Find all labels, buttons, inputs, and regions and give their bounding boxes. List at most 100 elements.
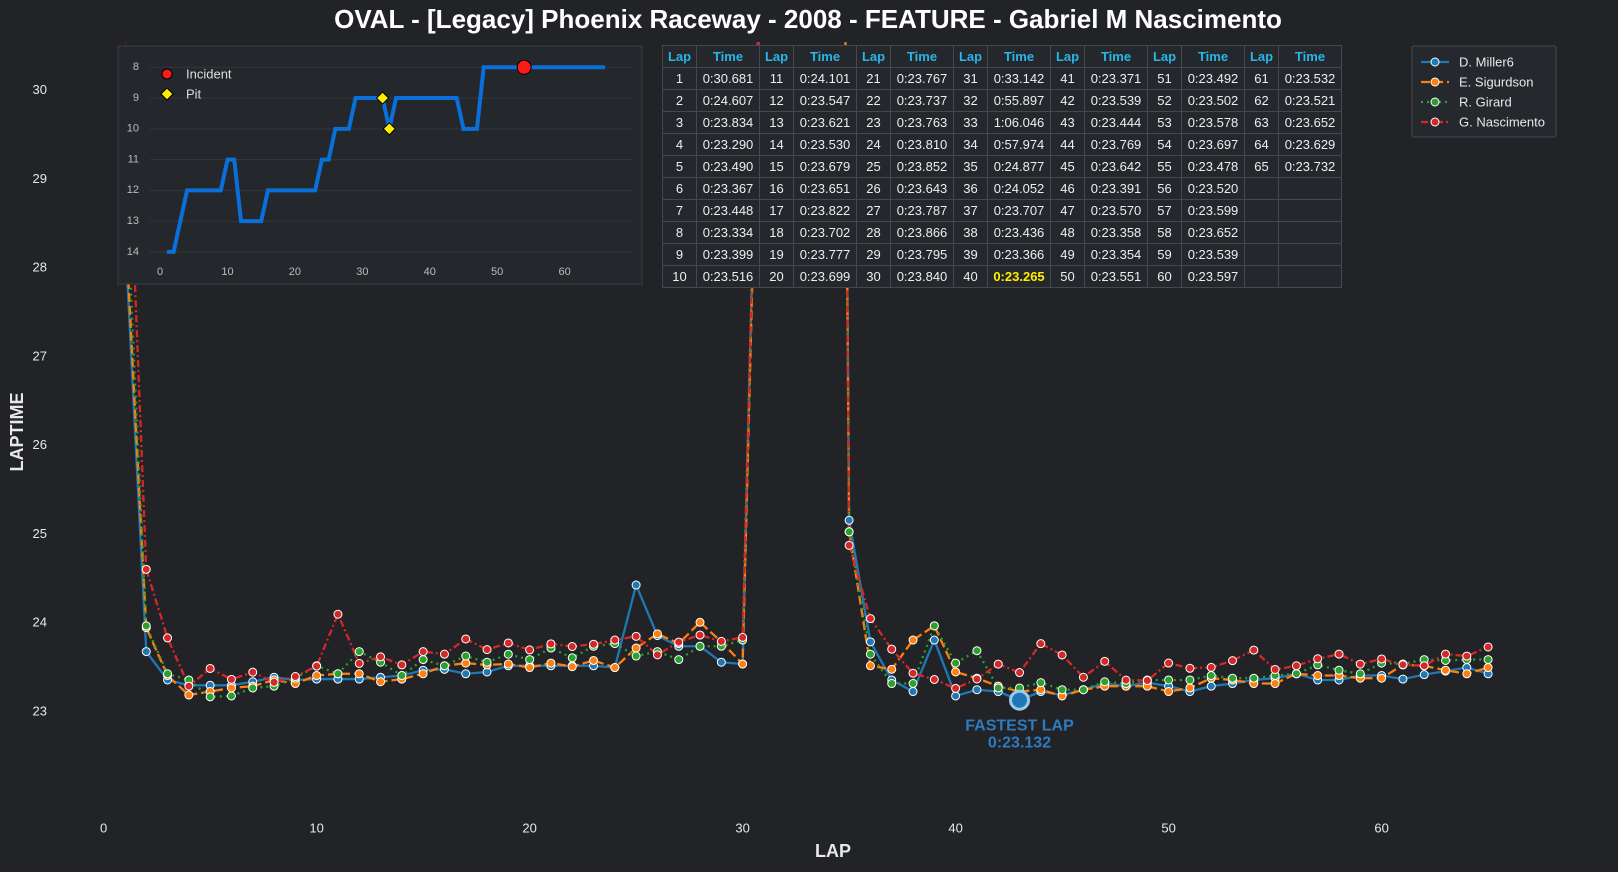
table-cell: 24	[856, 133, 891, 156]
data-point	[461, 651, 471, 661]
y-tick-label: 9	[133, 92, 139, 104]
table-cell: 9	[662, 243, 697, 266]
table-cell: 44	[1050, 133, 1085, 156]
table-cell: 25	[856, 155, 891, 178]
table-cell: 26	[856, 177, 891, 200]
data-point	[844, 527, 854, 537]
table-cell: 0:23.702	[793, 221, 857, 244]
table-cell: 53	[1147, 111, 1182, 134]
table-cell: Lap	[1050, 45, 1085, 68]
data-point	[951, 658, 961, 668]
y-tick-label: 27	[33, 348, 47, 363]
table-cell: 0:23.290	[696, 133, 760, 156]
data-point	[610, 663, 620, 673]
data-point	[397, 660, 407, 670]
x-tick-label: 0	[157, 266, 163, 278]
x-axis-label: LAP	[815, 841, 851, 861]
table-cell: 35	[953, 155, 988, 178]
data-point	[631, 643, 641, 653]
y-tick-label: 29	[33, 171, 47, 186]
data-point	[674, 637, 684, 647]
x-tick-label: 10	[309, 820, 323, 835]
data-point	[738, 659, 748, 669]
y-tick-label: 23	[33, 703, 47, 718]
table-cell: 0:23.516	[696, 265, 760, 288]
table-cell	[1278, 265, 1342, 288]
table-cell: Lap	[856, 45, 891, 68]
data-point	[972, 646, 982, 656]
table-cell: 4	[662, 133, 697, 156]
marker-circle	[161, 68, 173, 80]
table-cell: Time	[1278, 45, 1342, 68]
y-tick-label: 10	[127, 123, 139, 135]
data-point	[248, 667, 258, 677]
table-cell: 2	[662, 89, 697, 112]
data-point	[887, 679, 897, 689]
inset-legend-label: Pit	[186, 86, 202, 101]
table-cell	[1278, 221, 1342, 244]
data-point	[865, 661, 875, 671]
series-layer	[120, 42, 1493, 705]
table-cell: 39	[953, 243, 988, 266]
table-cell	[1244, 221, 1279, 244]
table-cell: 49	[1050, 243, 1085, 266]
data-point	[567, 662, 577, 672]
table-cell: 37	[953, 199, 988, 222]
chart-title: OVAL - [Legacy] Phoenix Raceway - 2008 -…	[334, 4, 1282, 34]
x-tick-label: 50	[491, 266, 503, 278]
table-cell: 0:23.810	[890, 133, 954, 156]
table-cell: 7	[662, 199, 697, 222]
y-tick-label: 12	[127, 184, 139, 196]
table-cell: 0:23.551	[1084, 265, 1148, 288]
y-tick-label: 14	[127, 246, 139, 258]
data-point	[929, 635, 939, 645]
table-cell: 0:23.840	[890, 265, 954, 288]
table-cell: 0:23.699	[793, 265, 857, 288]
data-point	[1462, 651, 1472, 661]
data-point	[248, 683, 258, 693]
table-cell: Time	[890, 45, 954, 68]
x-tick-label: 40	[948, 820, 962, 835]
table-cell: 19	[759, 243, 794, 266]
table-cell: 0:23.367	[696, 177, 760, 200]
data-point	[951, 667, 961, 677]
table-cell: 29	[856, 243, 891, 266]
table-cell: 60	[1147, 265, 1182, 288]
data-point	[184, 681, 194, 691]
data-point	[269, 677, 279, 687]
table-cell: 0:24.877	[987, 155, 1051, 178]
position-line	[166, 65, 606, 254]
table-cell: 47	[1050, 199, 1085, 222]
data-point	[1377, 673, 1387, 683]
table-cell: 45	[1050, 155, 1085, 178]
table-cell: 64	[1244, 133, 1279, 156]
data-point	[184, 690, 194, 700]
table-cell	[1244, 199, 1279, 222]
table-cell: Lap	[953, 45, 988, 68]
table-header: Lap Time Lap Time Lap Time Lap Time Lap Time Lap Ti…	[662, 45, 1342, 68]
data-point	[993, 659, 1003, 669]
table-cell: 8	[662, 221, 697, 244]
data-point	[1313, 671, 1323, 681]
data-point	[546, 658, 556, 668]
table-cell: 31	[953, 67, 988, 90]
table-row: 1 0:30.681 11 0:24.101 21 0:23.767 31 0:33.142 4…	[662, 67, 1342, 90]
table-cell: 0:23.334	[696, 221, 760, 244]
table-cell: 56	[1147, 177, 1182, 200]
data-point	[908, 687, 918, 697]
table-row: 7 0:23.448 17 0:23.822 27 0:23.787 37 0:23.707 4…	[662, 199, 1342, 222]
table-cell: 28	[856, 221, 891, 244]
table-cell: 0:23.358	[1084, 221, 1148, 244]
data-point	[567, 653, 577, 663]
table-cell: 34	[953, 133, 988, 156]
y-tick-label: 26	[33, 437, 47, 452]
table-cell: 0:23.520	[1181, 177, 1245, 200]
data-point	[376, 677, 386, 687]
table-cell: 0:23.265	[987, 265, 1051, 288]
table-cell: 1:06.046	[987, 111, 1051, 134]
data-point	[503, 638, 513, 648]
data-point	[887, 644, 897, 654]
table-cell: 0:23.643	[890, 177, 954, 200]
data-point	[439, 649, 449, 659]
table-cell: 58	[1147, 221, 1182, 244]
